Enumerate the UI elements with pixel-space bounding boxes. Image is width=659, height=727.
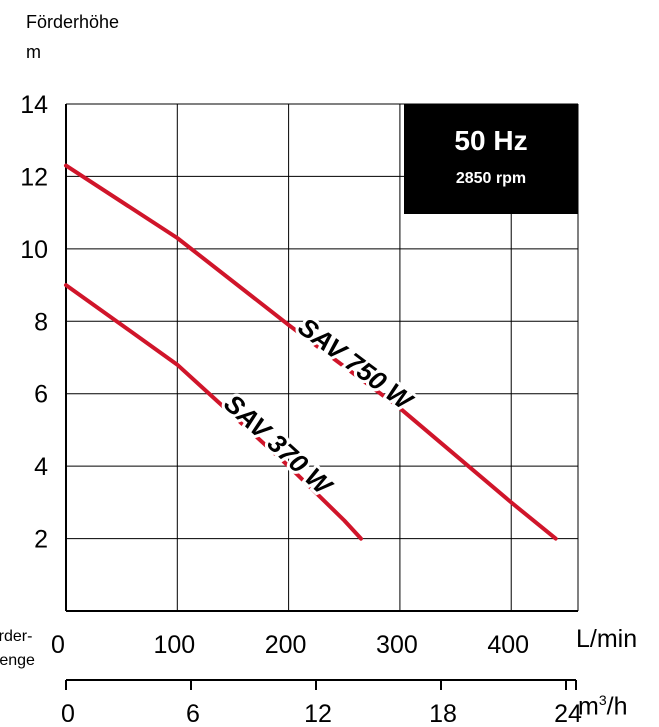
y-axis-unit: m	[26, 42, 41, 63]
y-tick-label: 4	[34, 453, 48, 481]
y-axis-title-line1: Förderhöhe	[26, 12, 120, 32]
x-tick-label-lpm: 100	[153, 631, 195, 659]
y-tick-label: 10	[20, 236, 48, 264]
x-axis-unit-bottom: m3/h	[578, 692, 627, 721]
x-axis-unit-bottom-tail: /h	[606, 692, 628, 721]
x-tick-label-m3h: 18	[429, 700, 457, 727]
series-line-2	[64, 283, 363, 541]
x-axis-unit-top: L/min	[576, 625, 637, 654]
x-tick-label-m3h: 24	[554, 700, 582, 727]
y-axis-unit-text: m	[26, 42, 41, 62]
y-axis-title: Förderhöhe	[26, 12, 119, 33]
x-tick-label-m3h: 12	[304, 700, 332, 727]
x-axis-unit-bottom-sup: 3	[598, 692, 607, 708]
x-tick-label-m3h: 6	[186, 700, 200, 727]
y-tick-label: 2	[34, 526, 48, 554]
x-axis-title-text1: Förder-	[0, 628, 33, 645]
x-axis-title-line1: Förder-	[0, 628, 32, 646]
series-label-2: SAV 370 W	[218, 388, 339, 502]
x-tick-label-lpm: 0	[51, 631, 65, 659]
x-axis-unit-bottom-base: m	[578, 692, 599, 721]
series-line-1	[64, 163, 558, 541]
series-label-1: SAV 750 W	[293, 311, 420, 417]
badge-frequency: 50 Hz	[454, 125, 527, 156]
frequency-badge	[404, 104, 578, 214]
x-tick-label-m3h: 0	[61, 700, 75, 727]
x-axis-unit-top-text: L/min	[576, 625, 638, 653]
x-tick-label-lpm: 400	[487, 631, 529, 659]
y-tick-label: 8	[34, 308, 48, 336]
x-tick-label-lpm: 300	[376, 631, 418, 659]
y-tick-label: 14	[20, 91, 48, 119]
x-tick-label-lpm: 200	[265, 631, 307, 659]
x-axis-title-line2: menge	[0, 652, 35, 670]
y-tick-label: 6	[34, 381, 48, 409]
x-axis-title-text2: menge	[0, 652, 35, 669]
badge-rpm: 2850 rpm	[456, 170, 526, 187]
y-tick-label: 12	[20, 163, 48, 191]
